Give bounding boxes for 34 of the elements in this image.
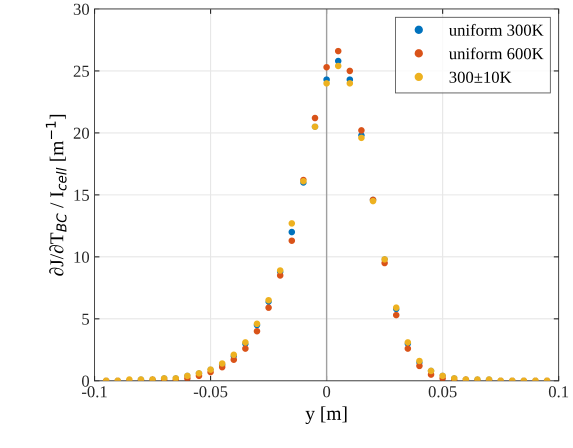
point xyxy=(334,48,342,54)
point xyxy=(358,134,365,142)
point xyxy=(242,345,249,352)
point xyxy=(404,345,412,352)
y-tick-label: 15 xyxy=(74,190,90,201)
point xyxy=(323,80,330,87)
point xyxy=(288,220,296,227)
y-tick-label: 25 xyxy=(74,66,90,77)
y-axis-title: ∂J/∂T$_{BC}$ / I$_{cell}$ [m$^{−1}$] xyxy=(46,114,67,276)
point xyxy=(323,64,330,70)
y-tick-label: 30 xyxy=(74,4,90,15)
y-tick-label: 0 xyxy=(82,376,90,387)
point xyxy=(254,328,260,334)
point xyxy=(265,304,272,311)
x-tick-label: 0 xyxy=(323,386,330,398)
x-tick-label: 0.05 xyxy=(428,386,457,398)
point xyxy=(334,62,342,70)
x-tick-label: -0.05 xyxy=(194,386,228,398)
point xyxy=(346,80,354,87)
point xyxy=(346,68,354,74)
point xyxy=(312,114,318,122)
point xyxy=(288,237,296,244)
y-tick-label: 20 xyxy=(74,128,90,139)
y-tick-label: 10 xyxy=(74,252,90,263)
x-axis-title: y [m] xyxy=(306,406,346,424)
legend-label: uniform 600K xyxy=(449,47,544,60)
legend-label: 300±10K xyxy=(450,72,512,83)
y-tick-label: 5 xyxy=(82,314,90,325)
point xyxy=(288,228,296,236)
x-tick-label: -0.1 xyxy=(82,386,107,398)
point xyxy=(392,312,400,318)
point xyxy=(358,127,365,134)
x-tick-label: 0.1 xyxy=(548,386,568,398)
legend-label: uniform 300K xyxy=(449,24,544,36)
